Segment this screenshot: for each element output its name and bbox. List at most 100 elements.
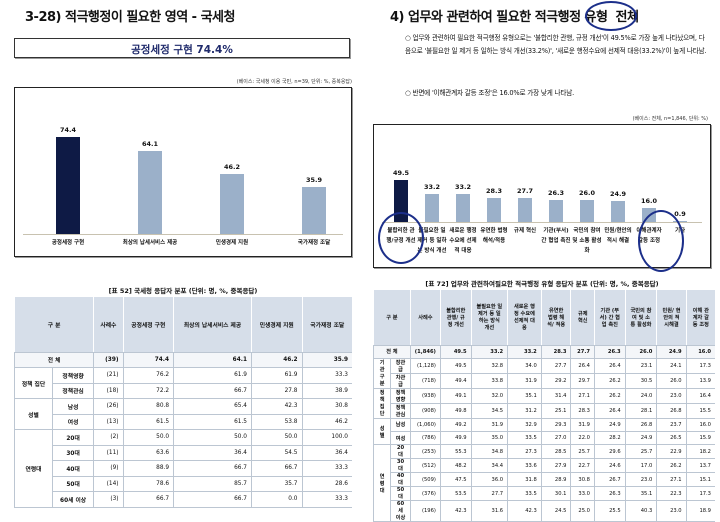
cell-value: 40.3 xyxy=(624,500,657,522)
cell-value: 50.0 xyxy=(122,429,174,446)
left-section-title: 3-28) 적극행정이 필요한 영역 - 국세청 xyxy=(25,10,235,25)
cell-value: 22.7 xyxy=(570,458,595,474)
cell-value: 100.0 xyxy=(301,429,352,446)
data-label: 26.3 xyxy=(547,188,565,197)
cell-value: 35.9 xyxy=(301,352,352,368)
category-label: 국가재정 조달 xyxy=(297,240,331,246)
cell-value: 27.8 xyxy=(250,383,302,399)
cell-value: 85.7 xyxy=(173,476,252,492)
cell-value: 42.3 xyxy=(250,398,302,415)
cell-value: 80.8 xyxy=(122,398,174,415)
column-header: 국가재정 조달 xyxy=(301,297,352,353)
cell-value: 32.0 xyxy=(470,388,508,404)
cell-value: 33.3 xyxy=(301,460,352,477)
row-subgroup: 20대 xyxy=(390,444,411,460)
cell-value: 31.9 xyxy=(470,418,508,433)
cell-value: 53.8 xyxy=(250,414,302,430)
row-subgroup: 40대 xyxy=(51,460,94,477)
table-row: 연령대 20대 (2) 50.0 50.0 50.0 100.0 xyxy=(14,429,352,508)
row-subgroup: 30대 xyxy=(51,445,94,461)
row-group: 성별 xyxy=(14,398,53,430)
cell-value: 31.2 xyxy=(507,403,542,419)
data-label: 46.2 xyxy=(223,162,241,171)
cell-value: 33.3 xyxy=(301,367,352,384)
sample-count: (14) xyxy=(93,476,124,492)
row-group: 기관 구분 xyxy=(372,358,391,389)
cell-value: 53.5 xyxy=(439,486,472,502)
cell-value: 46.2 xyxy=(250,352,302,368)
column-header: 불합리한 관행/ 규정 개선 xyxy=(439,290,472,346)
cell-value: 13.7 xyxy=(685,458,715,474)
cell-value: 32.9 xyxy=(507,418,542,433)
table-row: 60세 이상 (3) 66.7 66.7 0.0 33.3 xyxy=(15,491,352,508)
cell-value: 36.4 xyxy=(301,445,352,461)
cell-value: 18.2 xyxy=(685,444,715,460)
cell-value: 27.7 xyxy=(470,486,508,502)
cell-value: 50.0 xyxy=(250,429,302,446)
cell-value: 34.8 xyxy=(470,444,508,460)
cell-value: 34.5 xyxy=(470,403,508,419)
category-label: 기관(부서) 간 협업 촉진 xyxy=(541,228,571,244)
row-subgroup: 50대 xyxy=(51,476,94,492)
cell-value: 26.4 xyxy=(593,403,626,419)
row-subgroup: 정책영향 xyxy=(390,388,411,404)
cell-value: 30.8 xyxy=(301,398,352,415)
cell-value: 17.3 xyxy=(685,486,715,502)
sample-count: (1,846) xyxy=(409,345,441,359)
cell-value: 61.5 xyxy=(122,414,174,430)
cell-value: 64.1 xyxy=(173,352,252,368)
cell-value: 49.5 xyxy=(439,345,472,359)
column-header: 민원/ 현안의 적시해결 xyxy=(656,290,687,346)
cell-value: 47.5 xyxy=(439,472,472,488)
row-subgroup: 남성 xyxy=(390,418,411,433)
row-subgroup: 여성 xyxy=(390,431,411,446)
table-row: 60세 이상 (196) 42.3 31.6 42.3 24.5 25.0 25.5 40.3 2… xyxy=(374,500,715,522)
cell-value: 42.3 xyxy=(507,500,542,522)
row-subgroup: 정책영향 xyxy=(51,367,94,384)
table-row: 여성 (13) 61.5 61.5 53.8 46.2 xyxy=(15,414,352,430)
cell-value: 27.7 xyxy=(570,345,595,359)
sample-count: (9) xyxy=(93,460,124,477)
cell-value: 18.9 xyxy=(685,500,715,522)
cell-value: 28.6 xyxy=(301,476,352,492)
cell-value: 38.9 xyxy=(301,383,352,399)
cell-value: 26.0 xyxy=(624,345,657,359)
category-label: 민원/현안의 적시 해결 xyxy=(604,228,632,244)
cell-value: 24.5 xyxy=(540,500,571,522)
row-subgroup: 50대 xyxy=(390,486,411,502)
cell-value: 31.4 xyxy=(540,388,571,404)
data-label: 49.5 xyxy=(392,168,410,177)
table-row: 30대 (11) 63.6 36.4 54.5 36.4 xyxy=(15,445,352,461)
cell-value: 49.4 xyxy=(439,373,472,389)
cell-value: 35.7 xyxy=(250,476,302,492)
cell-value: 33.5 xyxy=(507,431,542,446)
cell-value: 24.9 xyxy=(593,418,626,433)
chart-bar xyxy=(425,193,439,222)
right-bar-chart: 49.5 불합리한 관행/규정 개선 33.2 불필요한 일 제거 등 일하는 방식 … xyxy=(373,124,711,268)
cell-value: 30.5 xyxy=(624,373,657,389)
cell-value: 26.2 xyxy=(593,373,626,389)
table-row: 40대 (509) 47.5 36.0 31.8 28.9 30.8 26.7 23.0 27.1… xyxy=(374,472,715,488)
cell-value: 23.7 xyxy=(656,418,687,433)
column-header: 국민의 참여 및 소통 활성화 xyxy=(624,290,657,346)
cell-value: 29.3 xyxy=(540,418,571,433)
data-label: 64.1 xyxy=(141,139,159,148)
row-subgroup: 30대 xyxy=(390,458,411,474)
cell-value: 29.2 xyxy=(540,373,571,389)
data-label: 35.9 xyxy=(305,176,323,185)
cell-value: 36.0 xyxy=(470,472,508,488)
cell-value: 34.4 xyxy=(470,458,508,474)
row-subgroup: 20대 xyxy=(51,429,94,446)
cell-value: 49.2 xyxy=(439,418,472,433)
sample-count: (39) xyxy=(93,352,124,368)
cell-value: 66.7 xyxy=(173,460,252,477)
table-row: 전 체 (1,846) 49.5 33.2 33.2 28.3 27.7 26.3 26.0 24… xyxy=(373,345,715,359)
category-label: 불필요한 일 제거 등 일하는 방식 개선 xyxy=(417,228,447,254)
sample-count: (509) xyxy=(409,472,441,488)
cell-value: 30.8 xyxy=(570,472,595,488)
column-header: 민생경제 지원 xyxy=(250,297,302,353)
column-header: 새로운 행정 수요에 선제적 대응 xyxy=(507,290,542,346)
sample-count: (718) xyxy=(409,373,441,389)
column-header: 불필요한 일 제거 등 일하는 방식 개선 xyxy=(470,290,508,346)
cell-value: 33.2 xyxy=(470,345,508,359)
